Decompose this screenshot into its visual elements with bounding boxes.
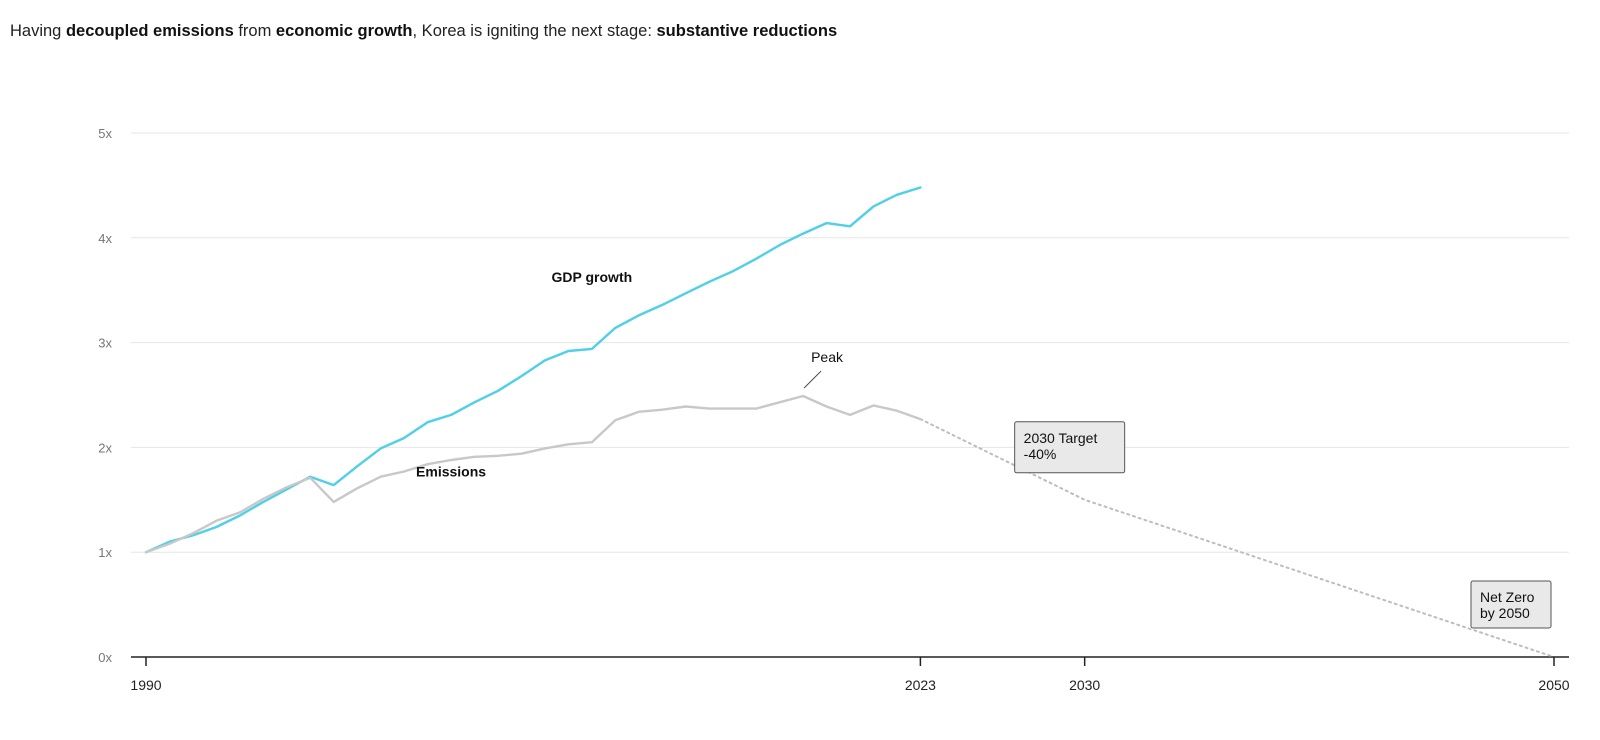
annotation-text-target2030-0: 2030 Target (1024, 430, 1098, 446)
title-bold-1: decoupled emissions (65, 22, 234, 40)
x-tick-label-2050: 2050 (1538, 677, 1569, 693)
x-tick-label-2030: 2030 (1069, 677, 1100, 693)
y-tick-label-1x: 1x (98, 545, 112, 560)
x-axis: 1990 2023 2030 2050 (130, 656, 1570, 693)
annotation-box-target2030 (1014, 421, 1126, 474)
series-line-emissions (144, 394, 922, 554)
y-tick-label-5x: 5x (98, 126, 112, 141)
peak-leader-line (803, 370, 822, 389)
x-tick-label-1990: 1990 (130, 677, 161, 693)
series-labels: GDP growth Emissions (416, 269, 632, 480)
annotation-text-target2030-1: -40% (1024, 446, 1057, 462)
title-bold-2: economic growth (275, 22, 413, 40)
y-tick-label-2x: 2x (98, 440, 112, 455)
y-tick-label-3x: 3x (98, 336, 112, 351)
annotation-text-netzero-1: by 2050 (1480, 605, 1530, 621)
annotation-box-netzero (1470, 580, 1552, 629)
series-line-gdp-growth (144, 186, 922, 554)
title-bold-3: substantive reductions (656, 22, 838, 40)
annotation-target2030: 2030 Target-40% (1014, 421, 1126, 474)
chart-title: Having decoupled emissions from economic… (10, 22, 837, 41)
series-label-gdp-growth: GDP growth (552, 269, 633, 285)
annotation-text-netzero-0: Net Zero (1480, 589, 1535, 605)
gridlines (131, 132, 1569, 553)
series-label-emissions: Emissions (416, 464, 486, 480)
y-tick-label-4x: 4x (98, 231, 112, 246)
title-part-1: Having (10, 22, 66, 40)
x-tick-label-2023: 2023 (905, 677, 936, 693)
series-line-projection (919, 418, 1555, 658)
title-part-2: from (233, 22, 276, 40)
series-lines (144, 186, 1555, 658)
title-part-3: , Korea is igniting the next stage: (412, 22, 657, 40)
y-tick-label-0x: 0x (98, 650, 112, 665)
peak-label: Peak (811, 349, 844, 365)
y-axis: 0x 1x 2x 3x 4x 5x (98, 126, 112, 665)
